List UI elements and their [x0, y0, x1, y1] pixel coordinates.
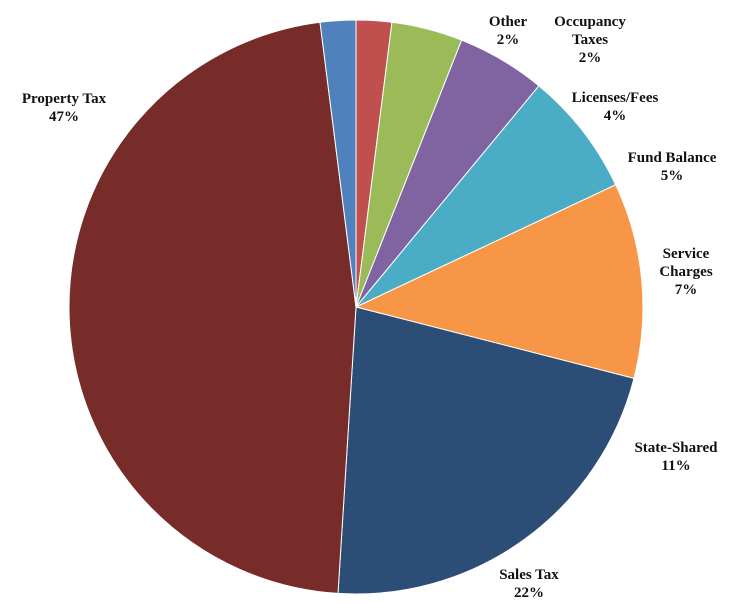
slice-label-sales-tax: Sales Tax 22% — [499, 567, 559, 601]
slice-label-occupancy-taxes: Occupancy Taxes 2% — [554, 14, 626, 66]
pie-slice-other — [319, 19, 357, 308]
slice-label-other: Other 2% — [489, 14, 528, 48]
pie-labels: Occupancy Taxes 2% Licenses/Fees 4% Fund Bala… — [22, 14, 718, 601]
slice-label-fund-balance: Fund Balance 5% — [628, 150, 717, 184]
pie-slice-state-shared — [354, 184, 644, 379]
pie-slice-service-charges — [355, 85, 617, 308]
slice-label-property-tax: Property Tax 47% — [22, 91, 107, 125]
slice-label-licenses-fees: Licenses/Fees 4% — [572, 90, 659, 124]
pie-slices — [68, 19, 644, 595]
slice-label-service-charges: Service Charges 7% — [659, 246, 712, 298]
pie-slice-sales-tax — [337, 306, 635, 595]
slice-label-state-shared: State-Shared 11% — [634, 440, 718, 474]
pie-slice-property-tax — [68, 21, 357, 594]
